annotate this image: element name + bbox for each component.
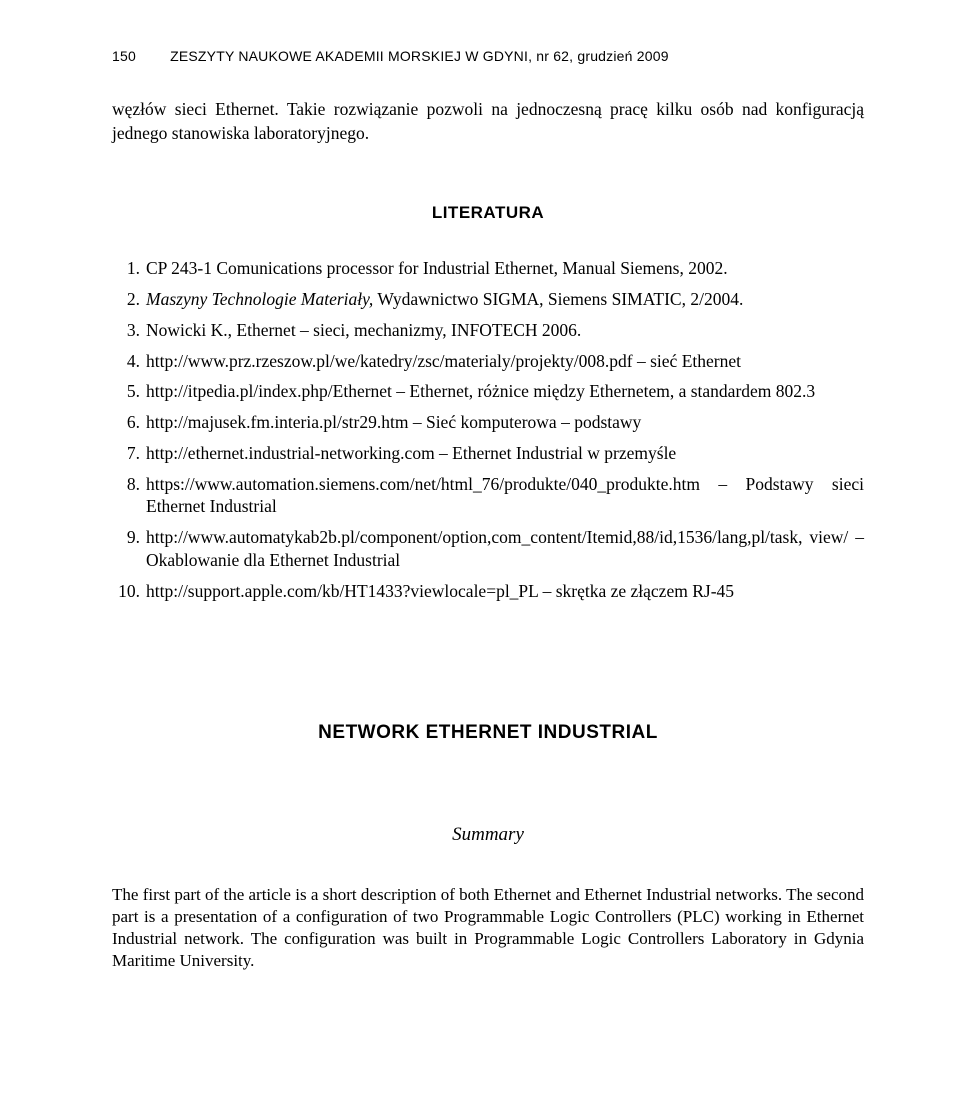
literatura-heading: LITERATURA (112, 203, 864, 223)
reference-text: http://www.automatykab2b.pl/component/op… (146, 527, 864, 570)
reference-text: http://support.apple.com/kb/HT1433?viewl… (146, 581, 734, 601)
reference-item: http://support.apple.com/kb/HT1433?viewl… (112, 580, 864, 603)
reference-text: Nowicki K., Ethernet – sieci, mechanizmy… (146, 320, 581, 340)
network-title: NETWORK ETHERNET INDUSTRIAL (112, 722, 864, 744)
summary-label: Summary (112, 824, 864, 846)
reference-item: http://majusek.fm.interia.pl/str29.htm –… (112, 411, 864, 434)
page-container: 150 ZESZYTY NAUKOWE AKADEMII MORSKIEJ W … (0, 0, 960, 1048)
reference-item: https://www.automation.siemens.com/net/h… (112, 473, 864, 519)
reference-item: Maszyny Technologie Materiały, Wydawnict… (112, 288, 864, 311)
intro-paragraph: węzłów sieci Ethernet. Takie rozwiązanie… (112, 98, 864, 145)
page-number: 150 (112, 48, 166, 64)
reference-text: Wydawnictwo SIGMA, Siemens SIMATIC, 2/20… (373, 289, 743, 309)
reference-text: https://www.automation.siemens.com/net/h… (146, 474, 864, 517)
reference-text: http://ethernet.industrial-networking.co… (146, 443, 676, 463)
journal-title: ZESZYTY NAUKOWE AKADEMII MORSKIEJ W GDYN… (170, 48, 669, 64)
reference-title-italic: Maszyny Technologie Materiały, (146, 289, 373, 309)
reference-item: http://www.automatykab2b.pl/component/op… (112, 526, 864, 572)
reference-item: http://www.prz.rzeszow.pl/we/katedry/zsc… (112, 350, 864, 373)
reference-text: http://majusek.fm.interia.pl/str29.htm –… (146, 412, 641, 432)
reference-list: CP 243-1 Comunications processor for Ind… (112, 257, 864, 602)
reference-item: http://itpedia.pl/index.php/Ethernet – E… (112, 380, 864, 403)
reference-text: http://www.prz.rzeszow.pl/we/katedry/zsc… (146, 351, 741, 371)
summary-paragraph: The first part of the article is a short… (112, 884, 864, 971)
reference-item: CP 243-1 Comunications processor for Ind… (112, 257, 864, 280)
reference-text: CP 243-1 Comunications processor for Ind… (146, 258, 728, 278)
reference-item: http://ethernet.industrial-networking.co… (112, 442, 864, 465)
reference-text: http://itpedia.pl/index.php/Ethernet – E… (146, 381, 815, 401)
reference-item: Nowicki K., Ethernet – sieci, mechanizmy… (112, 319, 864, 342)
running-head: 150 ZESZYTY NAUKOWE AKADEMII MORSKIEJ W … (112, 48, 864, 64)
